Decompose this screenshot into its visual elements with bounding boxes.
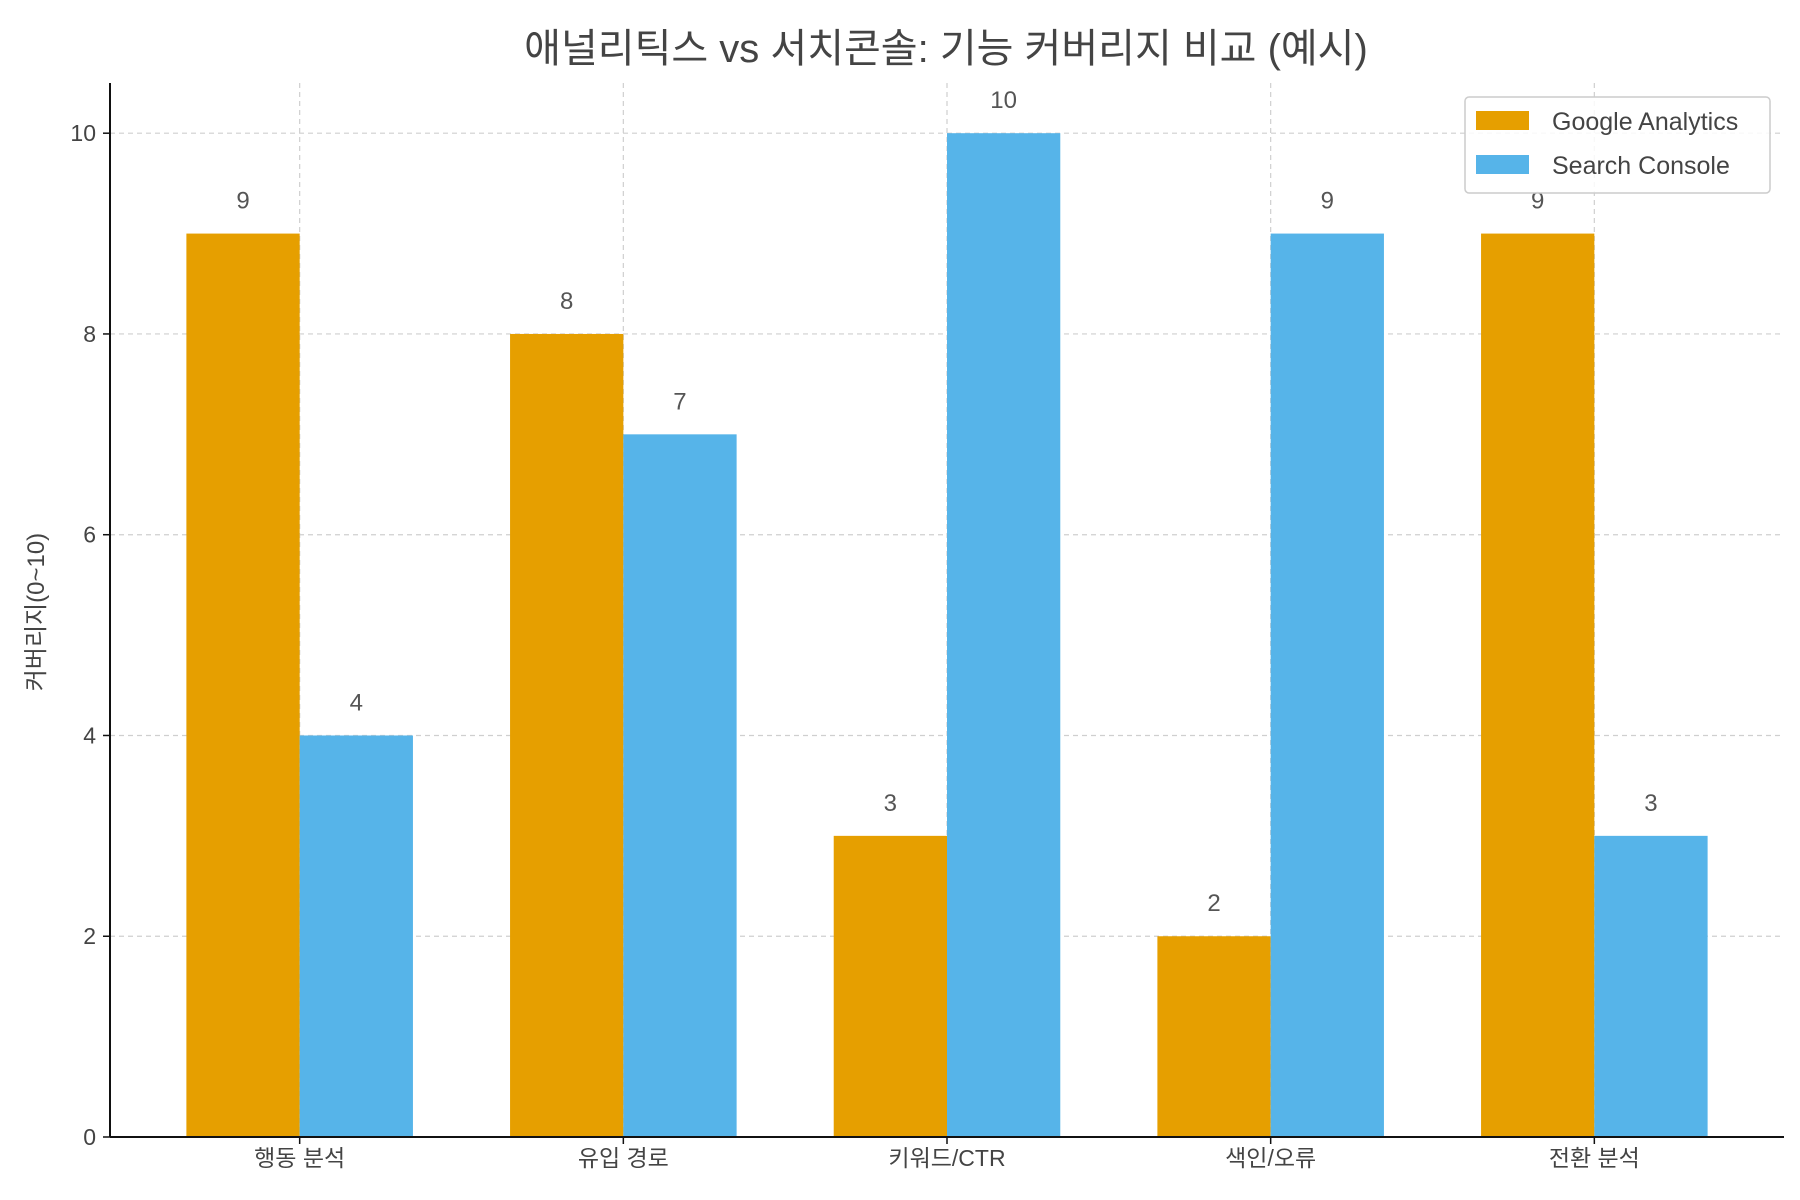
data-label-google-analytics-2: 3 xyxy=(884,790,897,817)
y-axis-label: 커버리지(0~10) xyxy=(23,533,50,691)
bar-google-analytics-1 xyxy=(510,333,624,1137)
chart-title: 애널리틱스 vs 서치콘솔: 기능 커버리지 비교 (예시) xyxy=(524,27,1368,71)
y-tick-label: 8 xyxy=(83,321,96,347)
x-tick-label: 키워드/CTR xyxy=(888,1145,1005,1171)
y-tick-label: 0 xyxy=(83,1124,96,1150)
y-tick-label: 4 xyxy=(83,722,96,748)
x-tick-label: 유입 경로 xyxy=(578,1145,669,1171)
bar-search-console-0 xyxy=(299,735,413,1137)
bar-google-analytics-4 xyxy=(1481,233,1595,1138)
data-label-search-console-2: 10 xyxy=(990,87,1017,114)
bar-search-console-3 xyxy=(1270,233,1384,1138)
data-label-google-analytics-3: 2 xyxy=(1207,890,1220,917)
bar-google-analytics-3 xyxy=(1157,936,1271,1137)
bar-search-console-2 xyxy=(947,133,1061,1137)
data-label-google-analytics-0: 9 xyxy=(236,188,249,215)
x-tick-label: 전환 분석 xyxy=(1549,1145,1640,1171)
x-tick-label: 행동 분석 xyxy=(254,1145,345,1171)
data-label-search-console-1: 7 xyxy=(673,388,686,415)
legend-frame xyxy=(1464,96,1771,194)
data-label-search-console-3: 9 xyxy=(1321,188,1334,215)
bars xyxy=(186,133,1708,1138)
axes: 0 2 4 6 8 10 행동 분석 유입 경로 키워드/CTR 색인/오류 전환 분석 xyxy=(70,83,1784,1171)
legend-swatch-search-console xyxy=(1476,155,1529,174)
legend-swatch-google-analytics xyxy=(1476,111,1529,130)
data-labels: 9 8 3 2 9 4 7 10 9 3 xyxy=(236,87,1657,917)
legend-label-google-analytics: Google Analytics xyxy=(1552,108,1738,136)
y-tick-label: 2 xyxy=(83,923,96,949)
legend-label-search-console: Search Console xyxy=(1552,152,1730,180)
bar-search-console-1 xyxy=(623,434,737,1137)
data-label-google-analytics-4: 9 xyxy=(1531,188,1544,215)
x-tick-label: 색인/오류 xyxy=(1225,1145,1316,1171)
y-tick-label: 6 xyxy=(83,522,96,548)
y-tick-label: 10 xyxy=(70,120,96,146)
data-label-search-console-4: 3 xyxy=(1644,790,1657,817)
bar-google-analytics-2 xyxy=(833,835,947,1137)
data-label-google-analytics-1: 8 xyxy=(560,288,573,315)
data-label-search-console-0: 4 xyxy=(350,689,363,716)
legend: Google Analytics Search Console xyxy=(1464,96,1771,194)
bar-search-console-4 xyxy=(1594,835,1708,1137)
bar-google-analytics-0 xyxy=(186,233,300,1138)
